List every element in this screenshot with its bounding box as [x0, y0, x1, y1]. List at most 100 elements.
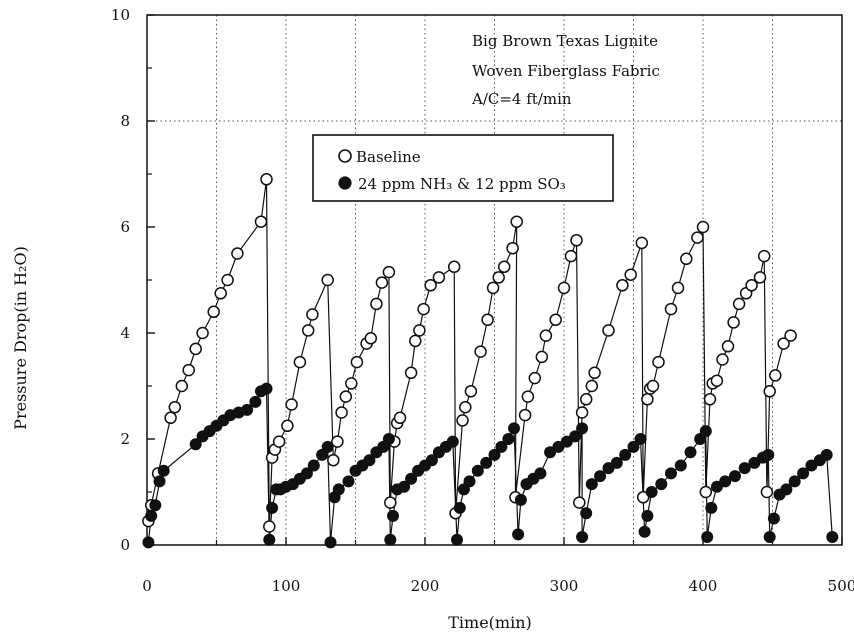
ammonia-point — [264, 534, 275, 545]
x-tick-label: 400 — [689, 577, 718, 595]
baseline-point — [571, 235, 582, 246]
ammonia-point — [577, 532, 588, 543]
baseline-point — [536, 351, 547, 362]
baseline-point — [365, 333, 376, 344]
ammonia-point — [675, 460, 686, 471]
baseline-point — [371, 298, 382, 309]
ammonia-point — [333, 484, 344, 495]
baseline-point — [482, 314, 493, 325]
ammonia-point — [242, 404, 253, 415]
y-tick-label: 8 — [120, 112, 130, 130]
annotation-coal-type: Big Brown Texas Lignite — [472, 32, 658, 50]
baseline-point — [589, 367, 600, 378]
x-tick-label: 200 — [411, 577, 440, 595]
baseline-point — [190, 343, 201, 354]
y-tick-label: 2 — [120, 430, 130, 448]
baseline-point — [642, 394, 653, 405]
baseline-trace-line — [148, 179, 790, 526]
baseline-point — [574, 497, 585, 508]
x-axis-title: Time(min) — [448, 613, 532, 632]
ammonia-point — [635, 434, 646, 445]
baseline-point — [215, 288, 226, 299]
ammonia-point — [781, 484, 792, 495]
baseline-point — [385, 497, 396, 508]
baseline-point — [625, 269, 636, 280]
baseline-point — [169, 402, 180, 413]
baseline-point — [785, 330, 796, 341]
baseline-point — [499, 261, 510, 272]
ammonia-point — [656, 479, 667, 490]
baseline-point — [282, 420, 293, 431]
baseline-point — [183, 365, 194, 376]
ammonia-point — [646, 487, 657, 498]
baseline-point — [705, 394, 716, 405]
ammonia-point — [146, 510, 157, 521]
baseline-point — [581, 394, 592, 405]
ammonia-point — [700, 426, 711, 437]
ammonia-point — [481, 457, 492, 468]
baseline-point — [286, 399, 297, 410]
ammonia-point — [642, 510, 653, 521]
baseline-point — [653, 357, 664, 368]
ammonia-point — [620, 449, 631, 460]
baseline-point — [351, 357, 362, 368]
ammonia-point — [261, 383, 272, 394]
y-axis-title: Pressure Drop(in H₂O) — [11, 246, 30, 430]
baseline-point — [376, 277, 387, 288]
ammonia-point — [768, 513, 779, 524]
ammonia-point — [730, 471, 741, 482]
ammonia-point — [720, 476, 731, 487]
baseline-point — [274, 436, 285, 447]
annotation-fabric: Woven Fiberglass Fabric — [472, 62, 660, 80]
baseline-point — [307, 309, 318, 320]
baseline-point — [734, 298, 745, 309]
ammonia-point — [267, 502, 278, 513]
ammonia-point — [586, 479, 597, 490]
ammonia-point — [322, 441, 333, 452]
baseline-point — [511, 216, 522, 227]
baseline-point — [673, 282, 684, 293]
ammonia-point — [827, 532, 838, 543]
x-tick-label: 100 — [272, 577, 301, 595]
ammonia-point — [150, 500, 161, 511]
ammonia-point — [452, 534, 463, 545]
ammonia-point — [388, 510, 399, 521]
ammonia-point — [383, 434, 394, 445]
baseline-point — [761, 487, 772, 498]
legend-ammonia-marker — [339, 177, 351, 189]
baseline-point — [586, 381, 597, 392]
ammonia-point — [639, 526, 650, 537]
ammonia-point — [685, 447, 696, 458]
baseline-point — [755, 272, 766, 283]
baseline-point — [340, 391, 351, 402]
ammonia-point — [385, 534, 396, 545]
data-points — [143, 174, 838, 548]
ammonia-point — [325, 537, 336, 548]
baseline-point — [294, 357, 305, 368]
ammonia-point — [158, 465, 169, 476]
baseline-point — [322, 275, 333, 286]
baseline-point — [550, 314, 561, 325]
baseline-point — [559, 282, 570, 293]
y-tick-label: 0 — [120, 536, 130, 554]
y-tick-label: 10 — [111, 6, 130, 24]
baseline-point — [346, 378, 357, 389]
ammonia-point — [154, 476, 165, 487]
baseline-point — [529, 373, 540, 384]
ammonia-point — [821, 449, 832, 460]
baseline-point — [261, 174, 272, 185]
baseline-point — [728, 317, 739, 328]
ammonia-point — [581, 508, 592, 519]
baseline-point — [636, 237, 647, 248]
ammonia-point — [472, 465, 483, 476]
ammonia-point — [706, 502, 717, 513]
ammonia-point — [739, 463, 750, 474]
ammonia-point — [447, 436, 458, 447]
ammonia-point — [308, 460, 319, 471]
baseline-point — [717, 354, 728, 365]
baseline-point — [520, 410, 531, 421]
baseline-point — [617, 280, 628, 291]
baseline-point — [507, 243, 518, 254]
